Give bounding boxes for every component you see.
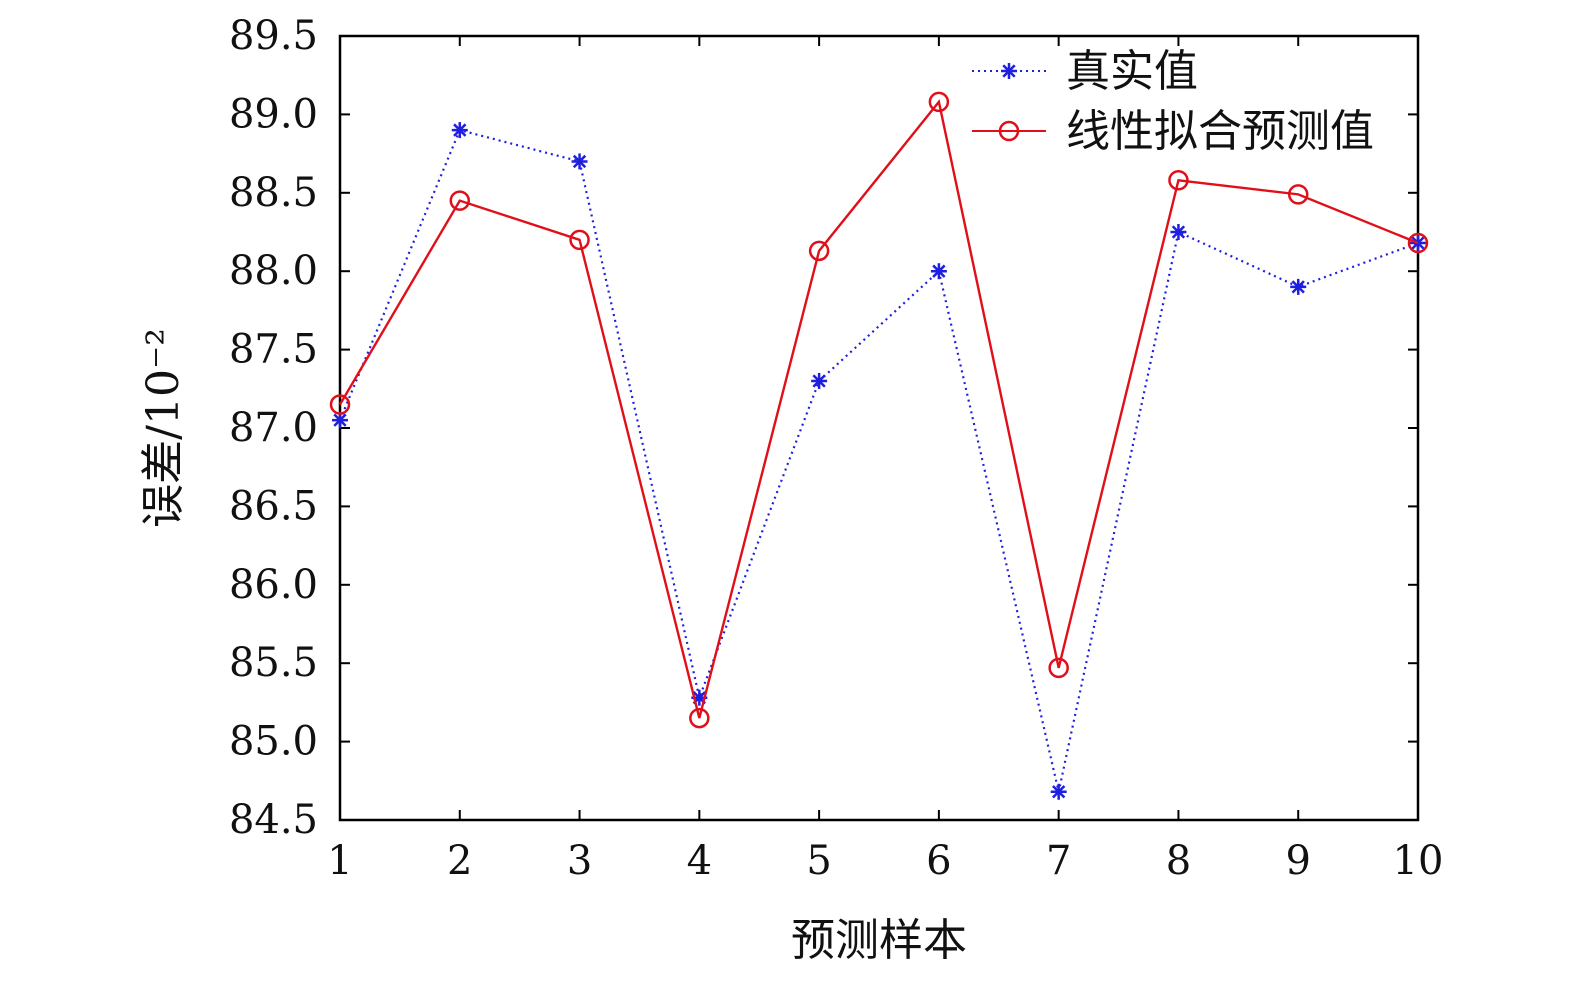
x-tick-label: 6 [926,838,951,884]
data-point-asterisk [1001,63,1017,79]
x-tick-label: 4 [687,838,712,884]
data-point-asterisk [451,122,468,139]
data-point-circle [1287,184,1309,205]
x-tick-label: 1 [327,838,352,884]
x-tick-label: 9 [1285,838,1310,884]
series-layer [329,91,1429,800]
legend-label-true: 真实值 [1066,46,1198,97]
series-0 [332,122,1426,800]
data-point-circle [928,91,950,113]
y-tick-label: 88.0 [229,248,318,294]
data-point-asterisk [811,372,828,389]
data-point-circle [569,229,590,251]
y-tick-label: 89.5 [229,13,318,59]
data-point-asterisk [1290,278,1307,295]
data-point-circle [1048,657,1069,679]
data-point-circle [998,120,1020,142]
y-axis: 84.5 85.0 85.5 86.0 86.5 87.0 87.5 88.0 88.5 89.0… [229,13,1418,843]
data-point-circle [808,240,830,262]
x-tick-label: 3 [567,838,592,884]
legend: 真实值 线性拟合预测值 [972,46,1374,157]
data-point-circle [329,394,351,415]
x-tick-label: 2 [447,838,472,884]
y-tick-label: 85.5 [229,640,318,686]
legend-marker-circle [998,120,1020,142]
x-tick-label: 7 [1046,838,1071,884]
data-point-asterisk [1050,783,1067,800]
data-point-asterisk [332,412,348,429]
legend-marker-asterisk [1001,63,1017,79]
x-axis: 1 2 3 4 5 6 7 8 9 10 [327,36,1443,884]
data-point-circle [449,190,471,211]
y-tick-label: 87.5 [229,327,318,373]
x-tick-label: 5 [806,838,831,884]
y-axis-title: 误差/10⁻² [138,328,189,528]
x-tick-label: 8 [1166,838,1191,884]
legend-label-fit: 线性拟合预测值 [1066,106,1374,157]
data-point-circle [1407,232,1429,254]
x-axis-title: 预测样本 [791,915,967,966]
data-point-asterisk [571,153,588,170]
series-line [338,99,1419,719]
plot-area [338,34,1420,822]
data-point-asterisk [930,263,947,280]
y-tick-label: 85.0 [229,719,318,765]
y-tick-label: 86.5 [229,483,318,529]
data-point-circle [689,707,710,729]
series-1 [329,91,1429,729]
y-tick-label: 87.0 [229,405,318,451]
y-tick-label: 84.5 [229,797,318,843]
y-tick-label: 88.5 [229,170,318,216]
x-tick-label: 10 [1393,838,1444,884]
y-tick-label: 86.0 [229,562,318,608]
data-point-circle [1168,170,1189,191]
y-tick-label: 89.0 [229,91,318,137]
data-point-asterisk [1170,224,1187,240]
